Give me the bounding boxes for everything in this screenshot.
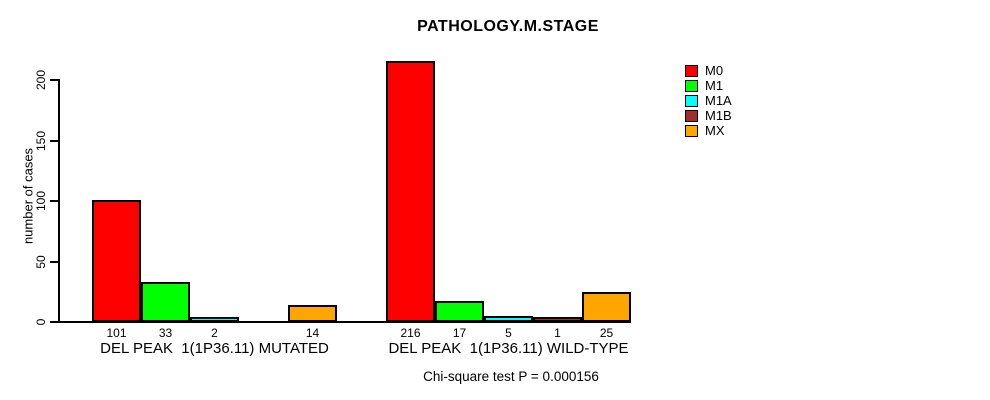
bar-m1a-group1 (190, 317, 239, 322)
bar-value-label: 1 (554, 326, 561, 340)
legend-swatch-icon (685, 79, 698, 92)
bar-m1b-group2 (533, 317, 582, 322)
bar-value-label: 25 (599, 326, 614, 340)
bar-m1-group2 (435, 301, 484, 322)
group-label: DEL PEAK 1(1P36.11) MUTATED (100, 340, 329, 357)
legend-item-mx: MX (685, 123, 732, 138)
y-tick (50, 200, 58, 202)
bar-value-label: 14 (305, 326, 320, 340)
legend: M0 M1 M1A M1B MX (685, 63, 732, 138)
x-axis-baseline (58, 321, 631, 323)
legend-item-m1b: M1B (685, 108, 732, 123)
y-tick (50, 79, 58, 81)
bar-value-label: 17 (452, 326, 467, 340)
group-label: DEL PEAK 1(1P36.11) WILD-TYPE (388, 340, 629, 357)
bar-m0-group1 (92, 200, 141, 322)
y-axis-line (58, 79, 60, 323)
chart-title: PATHOLOGY.M.STAGE (417, 18, 599, 35)
y-tick-label: 0 (34, 318, 48, 326)
y-tick (50, 139, 58, 142)
y-tick (50, 321, 58, 323)
bar-m1a-group2 (484, 316, 533, 322)
legend-label: M0 (705, 63, 724, 78)
y-tick-label: 200 (34, 69, 48, 91)
bar-value-label: 2 (211, 326, 218, 340)
legend-swatch-icon (685, 94, 698, 107)
legend-swatch-icon (685, 64, 698, 77)
legend-label: MX (705, 123, 725, 138)
y-tick (50, 260, 58, 263)
bar-value-label: 216 (400, 326, 421, 340)
bar-mx-group1 (288, 305, 337, 322)
y-tick-label: 150 (34, 130, 48, 151)
chi-square-annotation: Chi-square test P = 0.000156 (423, 369, 599, 384)
legend-item-m0: M0 (685, 63, 732, 78)
bar-m1-group1 (141, 282, 190, 322)
bar-m0-group2 (386, 61, 435, 322)
y-tick-label: 100 (34, 190, 48, 212)
legend-swatch-icon (685, 109, 698, 122)
legend-label: M1 (705, 78, 724, 93)
bar-value-label: 33 (158, 326, 173, 340)
bar-value-label: 101 (106, 326, 127, 340)
y-tick-label: 50 (34, 254, 48, 269)
bar-value-label: 5 (505, 326, 512, 340)
legend-item-m1: M1 (685, 78, 732, 93)
legend-swatch-icon (685, 124, 698, 137)
legend-label: M1A (705, 93, 732, 108)
legend-item-m1a: M1A (685, 93, 732, 108)
legend-label: M1B (705, 108, 732, 123)
bar-mx-group2 (582, 292, 631, 322)
